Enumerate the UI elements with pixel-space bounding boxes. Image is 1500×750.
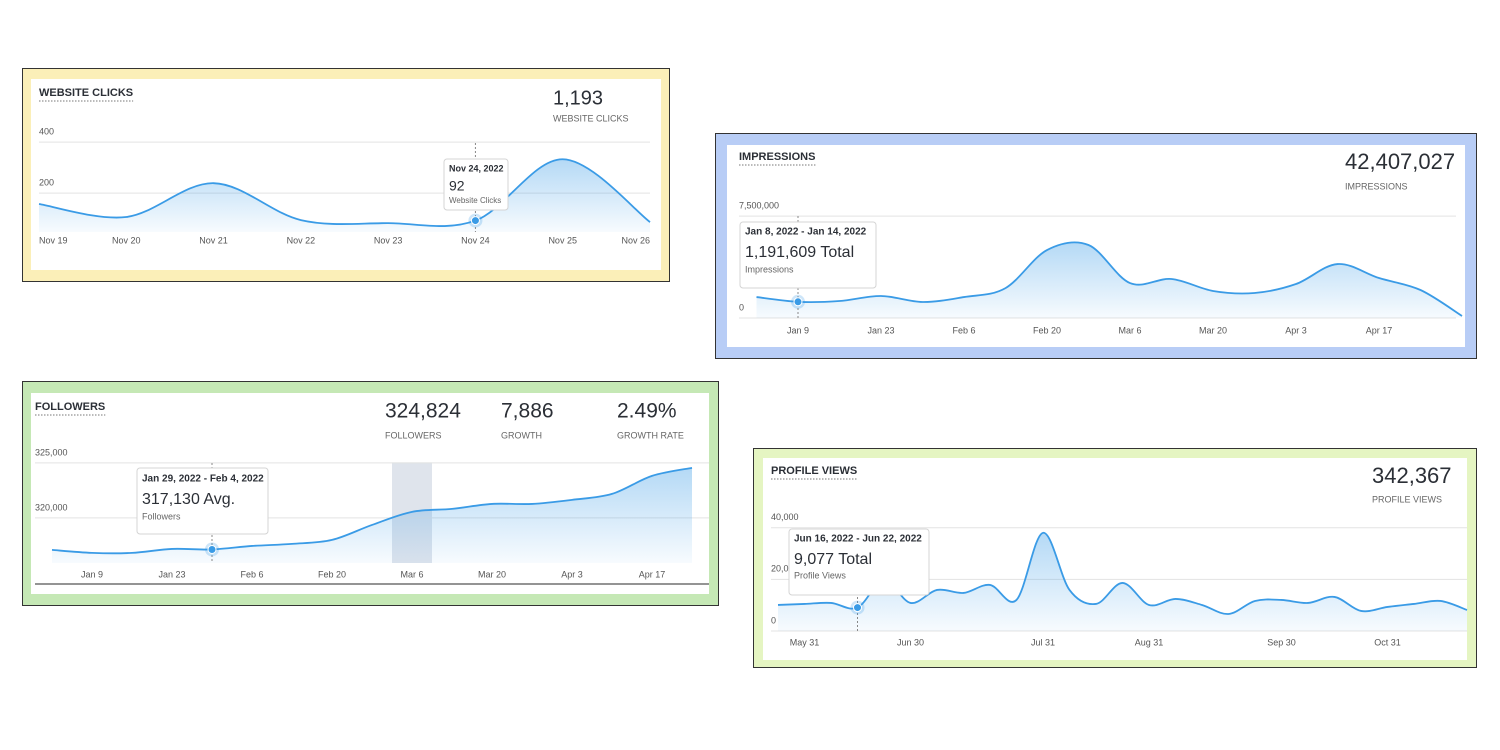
tooltip-value: 9,077 Total [794,551,872,568]
y-tick-label: 20,000 [771,564,799,574]
x-tick-label: Jan 23 [867,325,894,335]
x-tick-label: Mar 6 [400,569,423,579]
line [38,158,651,228]
chart-title: WEBSITE CLICKS [39,87,133,99]
x-tick-label: Mar 20 [478,569,506,579]
tooltip-value: 317,130 Avg. [142,491,235,508]
line [756,241,1463,317]
x-tick-label: Nov 20 [112,235,141,245]
tooltip-value: 1,191,609 Total [745,244,854,261]
x-tick-label: Aug 31 [1135,637,1164,647]
tooltip-date: Nov 24, 2022 [449,163,504,173]
x-tick-label: Jan 9 [787,325,809,335]
stat-label: FOLLOWERS [385,430,442,440]
stat-value: 2.49% [617,400,677,423]
x-tick-label: May 31 [790,637,820,647]
x-tick-label: Apr 17 [1366,325,1393,335]
area-fill [756,242,1462,318]
tooltip-label: Website Clicks [449,196,501,205]
line [51,466,693,555]
stat-label: PROFILE VIEWS [1372,494,1442,504]
x-tick-label: Apr 3 [561,569,583,579]
y-tick-label: 325,000 [35,447,68,457]
x-tick-label: Apr 17 [639,569,666,579]
tooltip-date: Jan 29, 2022 - Feb 4, 2022 [142,474,264,485]
stat-label: GROWTH [501,430,542,440]
chart-title: FOLLOWERS [35,401,105,413]
x-tick-label: Jan 23 [158,569,185,579]
area-fill [52,467,692,563]
x-tick-label: Mar 6 [1118,325,1141,335]
stat-value: 324,824 [385,400,461,423]
card-panel [31,393,709,594]
hover-point [793,297,803,307]
y-tick-label: 200 [39,177,54,187]
y-tick-label: 320,000 [35,502,68,512]
tooltip-label: Profile Views [794,570,846,580]
chart-title: PROFILE VIEWS [771,465,857,477]
x-tick-label: Sep 30 [1267,637,1296,647]
stat-label: IMPRESSIONS [1345,181,1408,191]
tooltip-label: Impressions [745,264,794,274]
x-tick-label: Nov 25 [548,235,577,245]
stat-value: 42,407,027 [1345,149,1455,174]
stat-value: 7,886 [501,400,554,423]
y-tick-label: 40,000 [771,512,799,522]
x-tick-label: Feb 20 [1033,325,1061,335]
x-tick-label: Nov 21 [199,235,228,245]
chart-title: IMPRESSIONS [739,151,815,163]
tooltip-box [136,467,269,535]
x-tick-label: Mar 20 [1199,325,1227,335]
y-tick-label: 0 [771,615,776,625]
area-fill [39,159,650,232]
hover-point [853,603,862,613]
stat-value: 1,193 [553,87,603,109]
x-tick-label: Nov 19 [39,235,68,245]
stat-label: WEBSITE CLICKS [553,113,629,123]
stat-label: GROWTH RATE [617,430,684,440]
tooltip-label: Followers [142,511,181,521]
tooltip-value: 92 [449,178,465,194]
x-tick-label: Oct 31 [1374,637,1401,647]
y-tick-label: 400 [39,127,54,137]
x-tick-label: Nov 23 [374,235,403,245]
x-tick-label: Feb 6 [240,569,263,579]
tooltip-date: Jan 8, 2022 - Jan 14, 2022 [745,227,867,238]
area-fill [778,532,1467,631]
x-tick-label: Jul 31 [1031,637,1055,647]
x-tick-label: Jun 30 [897,637,924,647]
tooltip-date: Jun 16, 2022 - Jun 22, 2022 [794,534,922,545]
hover-point [207,544,217,554]
tooltip-box [788,528,930,596]
x-tick-label: Feb 20 [318,569,346,579]
y-tick-label: 7,500,000 [739,200,779,210]
tooltip-box [443,158,509,211]
stat-value: 342,367 [1372,463,1452,488]
tooltip-box [739,221,877,289]
x-tick-label: Jan 9 [81,569,103,579]
y-tick-label: 0 [739,302,744,312]
x-tick-label: Nov 22 [287,235,316,245]
hover-point [470,216,480,226]
x-tick-label: Nov 26 [621,235,650,245]
x-tick-label: Apr 3 [1285,325,1307,335]
x-tick-label: Feb 6 [952,325,975,335]
x-tick-label: Nov 24 [461,235,490,245]
